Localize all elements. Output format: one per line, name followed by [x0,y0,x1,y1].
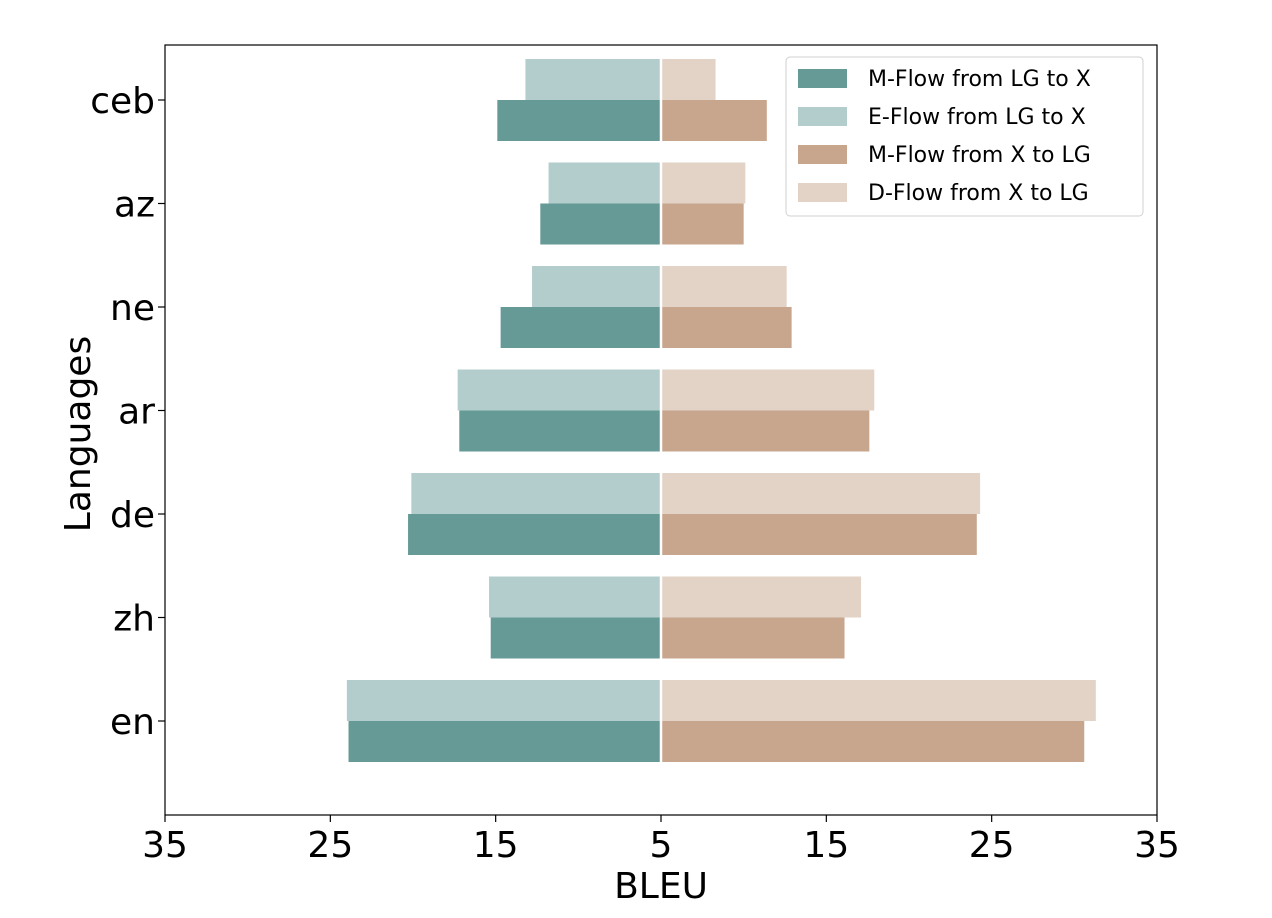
bar-zh-m-flow-from-x-to-lg [661,617,845,659]
y-tick-label-ceb: ceb [90,81,155,122]
bar-en-m-flow-from-lg-to-x [348,721,661,762]
x-axis-title: BLEU [614,866,708,907]
bar-ar-e-flow-from-lg-to-x [457,369,661,411]
legend-swatch [798,107,847,126]
bar-zh-d-flow-from-x-to-lg [661,576,862,618]
bar-ne-e-flow-from-lg-to-x [532,266,661,307]
bar-ar-m-flow-from-lg-to-x [459,410,661,452]
bar-az-e-flow-from-lg-to-x [548,162,661,204]
bar-ne-m-flow-from-lg-to-x [500,307,661,348]
bar-ceb-d-flow-from-x-to-lg [661,59,716,100]
bar-az-m-flow-from-x-to-lg [661,203,744,245]
legend-box [785,56,1144,217]
legend-swatch [798,183,847,202]
legend-swatch [798,145,847,164]
legend-swatch [798,69,847,88]
x-tick-label: 35 [1134,825,1180,866]
x-tick-label: 15 [473,825,519,866]
x-axis: 35 25 15 5 15 25 35 [142,815,1180,866]
legend-label: E-Flow from LG to X [868,105,1086,130]
x-tick-label: 25 [307,825,353,866]
bar-az-d-flow-from-x-to-lg [661,162,746,204]
y-tick-label-ar: ar [118,392,155,433]
legend-label: D-Flow from X to LG [868,181,1089,206]
y-tick-label-ne: ne [110,288,155,329]
y-tick-label-en: en [110,702,155,743]
bar-ne-m-flow-from-x-to-lg [661,307,792,348]
bar-ceb-e-flow-from-lg-to-x [525,59,661,100]
bar-ar-m-flow-from-x-to-lg [661,410,870,452]
bar-en-m-flow-from-x-to-lg [661,721,1085,762]
bar-ar-d-flow-from-x-to-lg [661,369,875,411]
bar-de-e-flow-from-lg-to-x [411,473,661,514]
bar-az-m-flow-from-lg-to-x [540,203,661,245]
y-tick-label-zh: zh [113,599,155,640]
y-axis-title: Languages [58,336,99,532]
x-tick-label: 5 [650,825,673,866]
bar-en-e-flow-from-lg-to-x [346,680,661,721]
x-tick-label: 25 [969,825,1015,866]
legend-label: M-Flow from LG to X [868,67,1091,92]
x-tick-label: 15 [803,825,849,866]
bar-zh-m-flow-from-lg-to-x [490,617,661,659]
x-tick-label: 35 [142,825,188,866]
y-axis: ceb az ne ar de zh en [90,81,165,743]
y-tick-label-de: de [110,495,155,536]
legend-label: M-Flow from X to LG [868,143,1091,168]
bar-de-m-flow-from-lg-to-x [408,514,661,555]
bar-de-d-flow-from-x-to-lg [661,473,981,514]
legend: M-Flow from LG to X E-Flow from LG to X M-… [785,56,1144,217]
y-tick-label-az: az [114,185,155,226]
bar-ceb-m-flow-from-lg-to-x [497,100,661,141]
bar-de-m-flow-from-x-to-lg [661,514,977,555]
bar-ne-d-flow-from-x-to-lg [661,266,787,307]
bar-en-d-flow-from-x-to-lg [661,680,1096,721]
bar-zh-e-flow-from-lg-to-x [489,576,661,618]
bars-group [346,59,1096,762]
bar-ceb-m-flow-from-x-to-lg [661,100,767,141]
